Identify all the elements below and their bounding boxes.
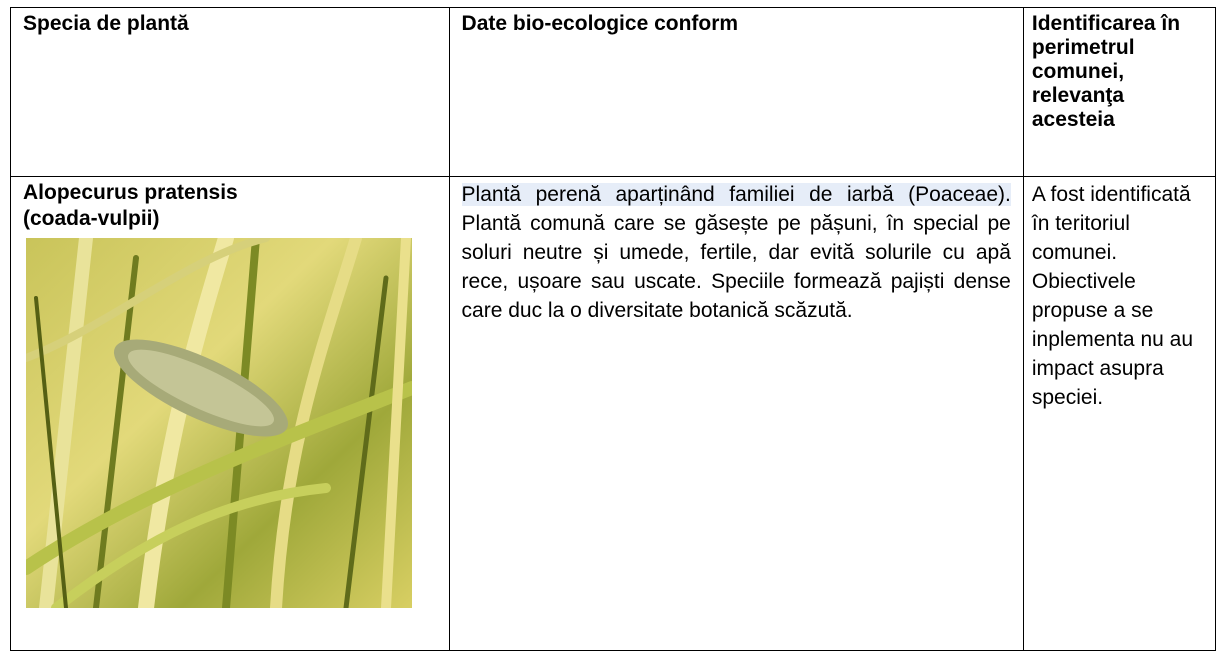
header-row: Specia de plantă Date bio-ecologice conf… [10,7,1217,177]
body-row: Alopecurus pratensis (coada-vulpii) [10,176,1217,651]
species-cell: Alopecurus pratensis (coada-vulpii) [10,176,450,651]
plant-photo [26,238,412,608]
description-text: Plantă comună care se găsește pe pășuni,… [461,212,1011,322]
header-cell: Date bio-ecologice conform [448,7,1024,177]
page: html, body { margin: 0; padding: 0; widt… [10,7,1217,651]
document: {"table": { "headers": ["Specia de plant… [10,7,1217,651]
species-name: Alopecurus pratensis [23,181,238,204]
header-cell: Specia de plantă [10,7,450,177]
description-cell: Plantă perenă aparținând familiei de iar… [448,176,1024,651]
highlighted-text: Plantă perenă aparținând familiei de iar… [461,183,1011,206]
species-table: Specia de plantă Date bio-ecologice conf… [10,7,1217,651]
identification-cell: A fost identificată în teritoriul comune… [1022,176,1217,651]
header-cell: Identificarea în perimetrul comunei, rel… [1022,7,1217,177]
common-name: (coada-vulpii) [23,207,160,230]
